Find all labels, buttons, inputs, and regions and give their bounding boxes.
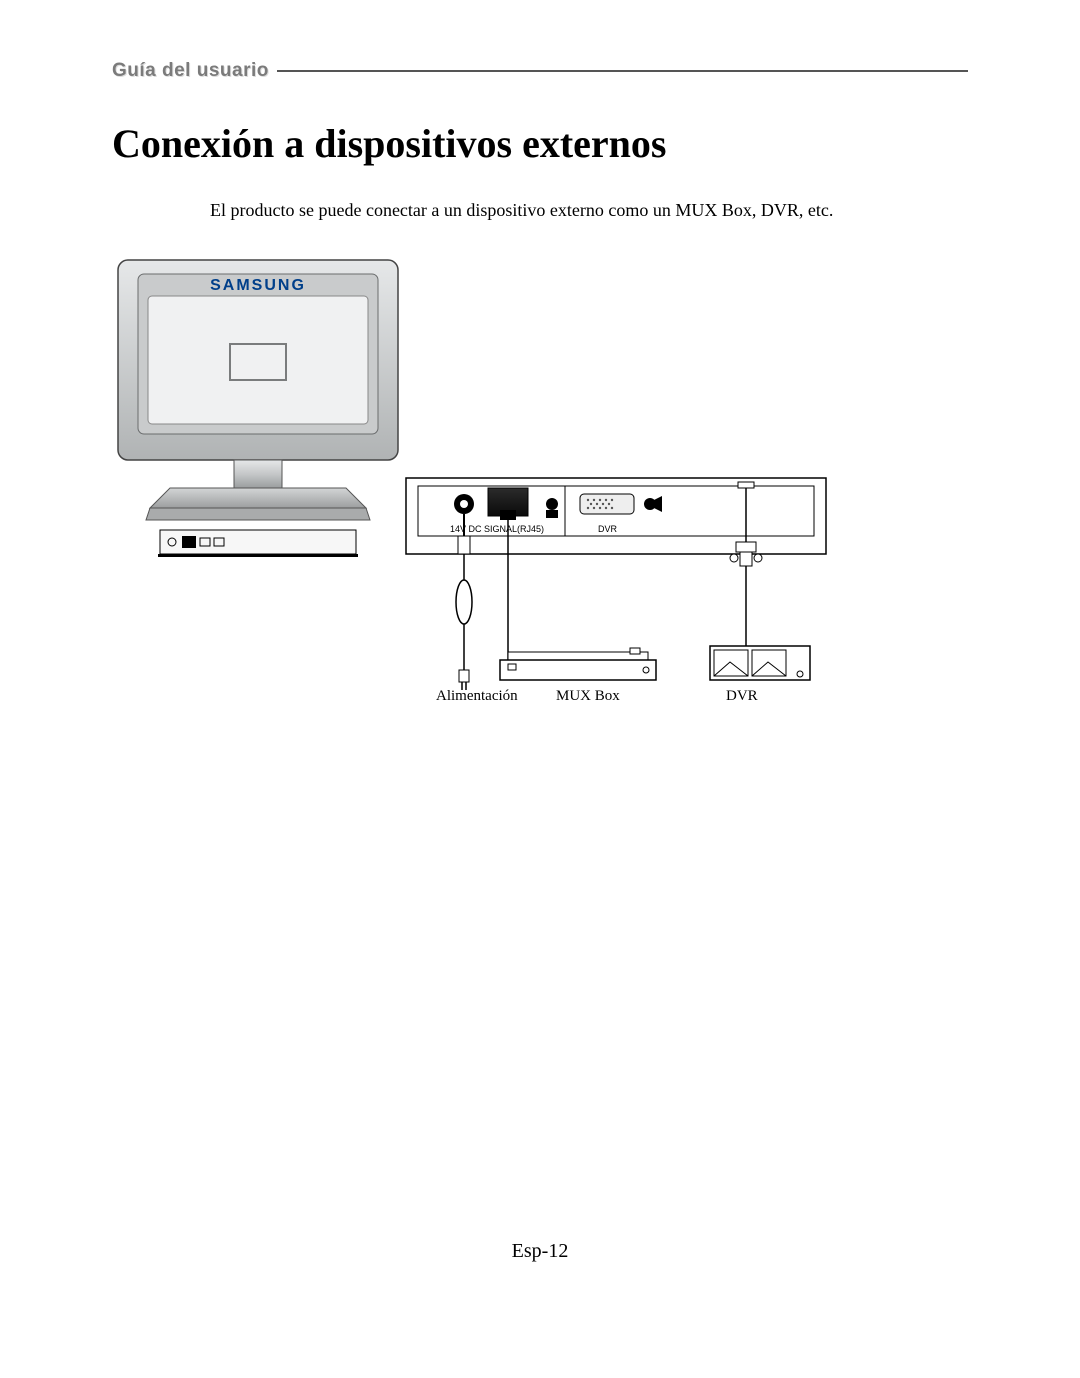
- port-label-power: 14V DC: [450, 524, 482, 534]
- port-label-signal: SIGNAL(RJ45): [484, 524, 544, 534]
- header-row: Guía del usuario: [112, 60, 968, 82]
- header-text: Guía del usuario: [112, 60, 277, 82]
- caption-power: Alimentación: [436, 688, 518, 705]
- page-number: Esp-12: [0, 1240, 1080, 1263]
- monitor-brand-text: SAMSUNG: [210, 277, 306, 294]
- port-label-dvr: DVR: [598, 524, 618, 534]
- diagram-svg: SAMSUNG: [110, 252, 850, 722]
- header-rule: [277, 70, 968, 72]
- page-title: Conexión a dispositivos externos: [112, 120, 667, 167]
- caption-dvr: DVR: [726, 688, 758, 705]
- page: Guía del usuario Conexión a dispositivos…: [0, 0, 1080, 1378]
- page-subtitle: El producto se puede conectar a un dispo…: [210, 200, 833, 221]
- connection-diagram: SAMSUNG: [110, 252, 850, 722]
- caption-mux: MUX Box: [556, 688, 620, 705]
